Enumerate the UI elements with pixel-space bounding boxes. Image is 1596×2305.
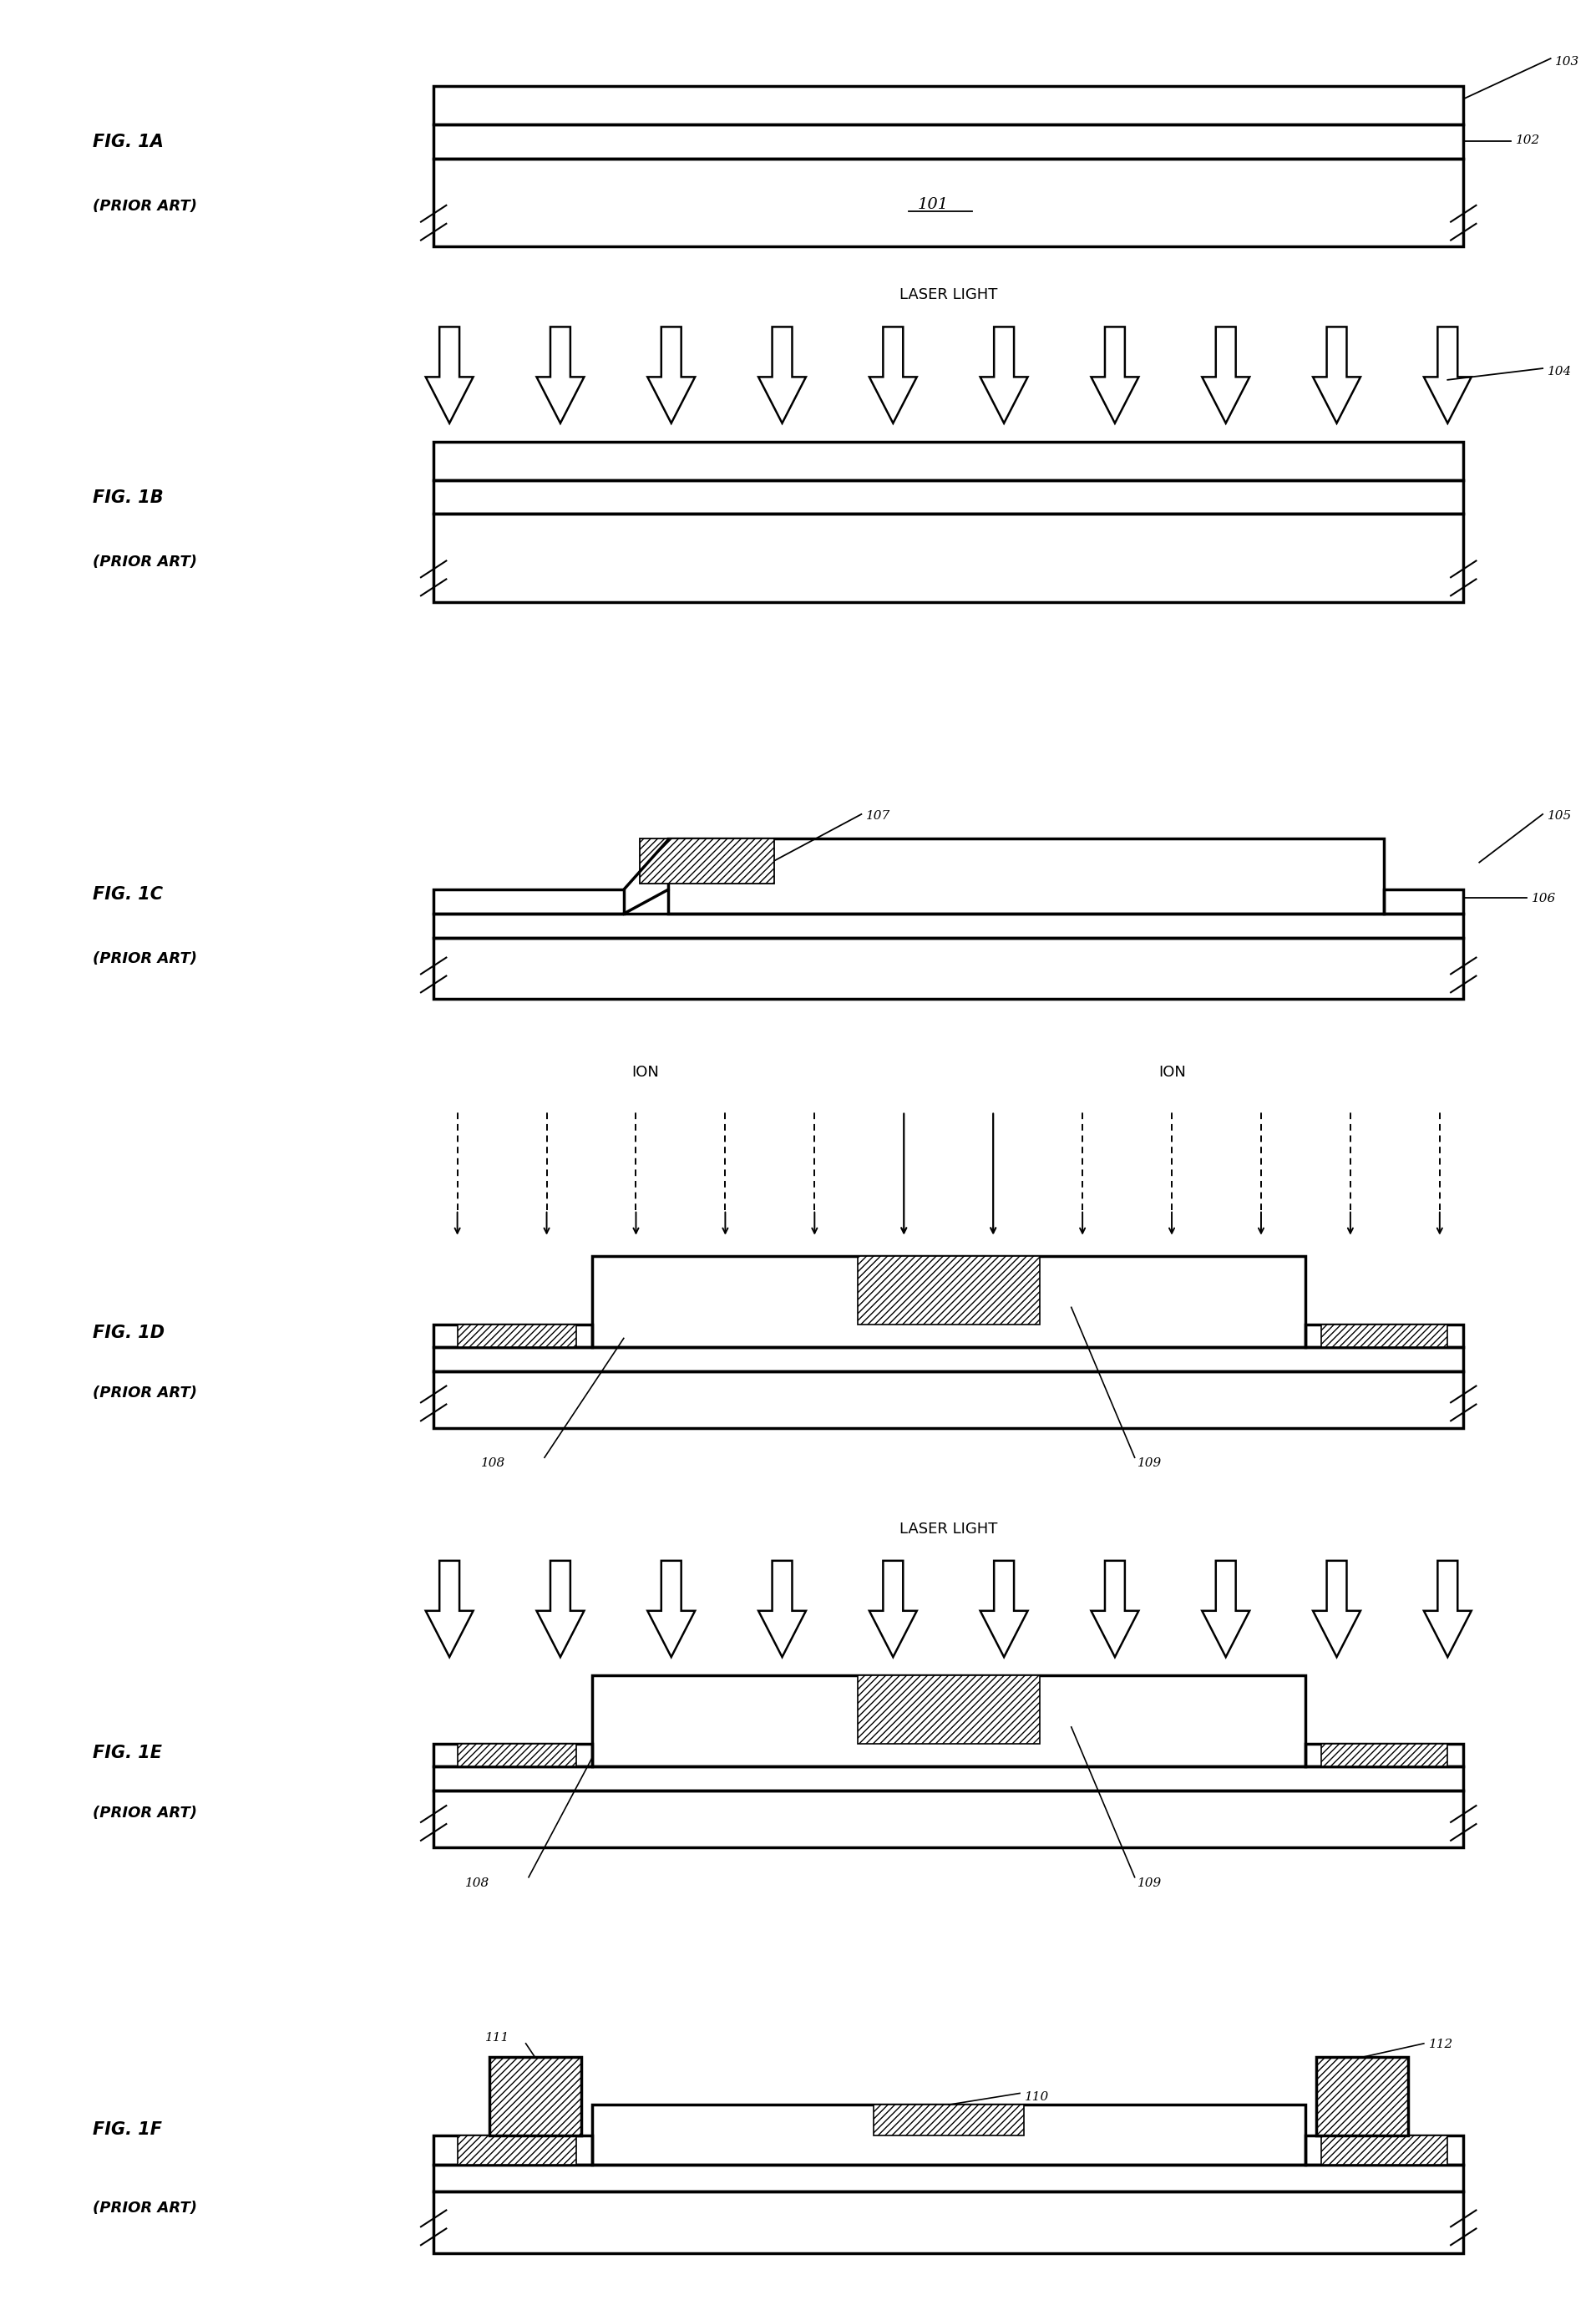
Text: 103: 103: [1556, 55, 1580, 67]
Bar: [458, 2137, 576, 2164]
Text: FIG. 1F: FIG. 1F: [93, 2121, 163, 2137]
Text: FIG. 1C: FIG. 1C: [93, 885, 163, 904]
Text: (PRIOR ART): (PRIOR ART): [93, 556, 198, 569]
Bar: [1321, 1745, 1448, 1766]
Bar: [1321, 1325, 1448, 1346]
Text: FIG. 1E: FIG. 1E: [93, 1745, 163, 1761]
Bar: [640, 839, 774, 883]
Text: 108: 108: [480, 1457, 506, 1468]
Bar: [857, 1256, 1039, 1325]
Text: 105: 105: [1548, 809, 1572, 821]
Text: (PRIOR ART): (PRIOR ART): [93, 198, 198, 214]
Text: (PRIOR ART): (PRIOR ART): [93, 1385, 198, 1401]
Text: FIG. 1D: FIG. 1D: [93, 1325, 164, 1342]
Text: 101: 101: [918, 198, 948, 212]
Bar: [458, 1745, 576, 1766]
Bar: [488, 2058, 581, 2137]
Text: 109: 109: [1138, 1876, 1162, 1888]
Text: LASER LIGHT: LASER LIGHT: [900, 288, 998, 302]
Text: (PRIOR ART): (PRIOR ART): [93, 1805, 198, 1821]
Text: 108: 108: [466, 1876, 490, 1888]
Text: 110: 110: [1025, 2091, 1049, 2102]
Bar: [458, 1325, 576, 1346]
Text: 112: 112: [1428, 2040, 1452, 2051]
Text: (PRIOR ART): (PRIOR ART): [93, 952, 198, 966]
Text: FIG. 1A: FIG. 1A: [93, 134, 164, 150]
Bar: [873, 2104, 1023, 2137]
Text: 102: 102: [1516, 134, 1540, 148]
Bar: [1321, 2137, 1448, 2164]
Text: ION: ION: [632, 1065, 659, 1081]
Text: ION: ION: [1159, 1065, 1186, 1081]
Bar: [1317, 2058, 1408, 2137]
Text: 106: 106: [1532, 892, 1556, 904]
Text: 104: 104: [1548, 366, 1572, 378]
Text: 107: 107: [867, 809, 891, 821]
Bar: [857, 1676, 1039, 1745]
Text: FIG. 1B: FIG. 1B: [93, 489, 164, 507]
Text: (PRIOR ART): (PRIOR ART): [93, 2201, 198, 2215]
Text: 111: 111: [485, 2033, 509, 2045]
Text: LASER LIGHT: LASER LIGHT: [900, 1521, 998, 1537]
Text: 109: 109: [1138, 1457, 1162, 1468]
